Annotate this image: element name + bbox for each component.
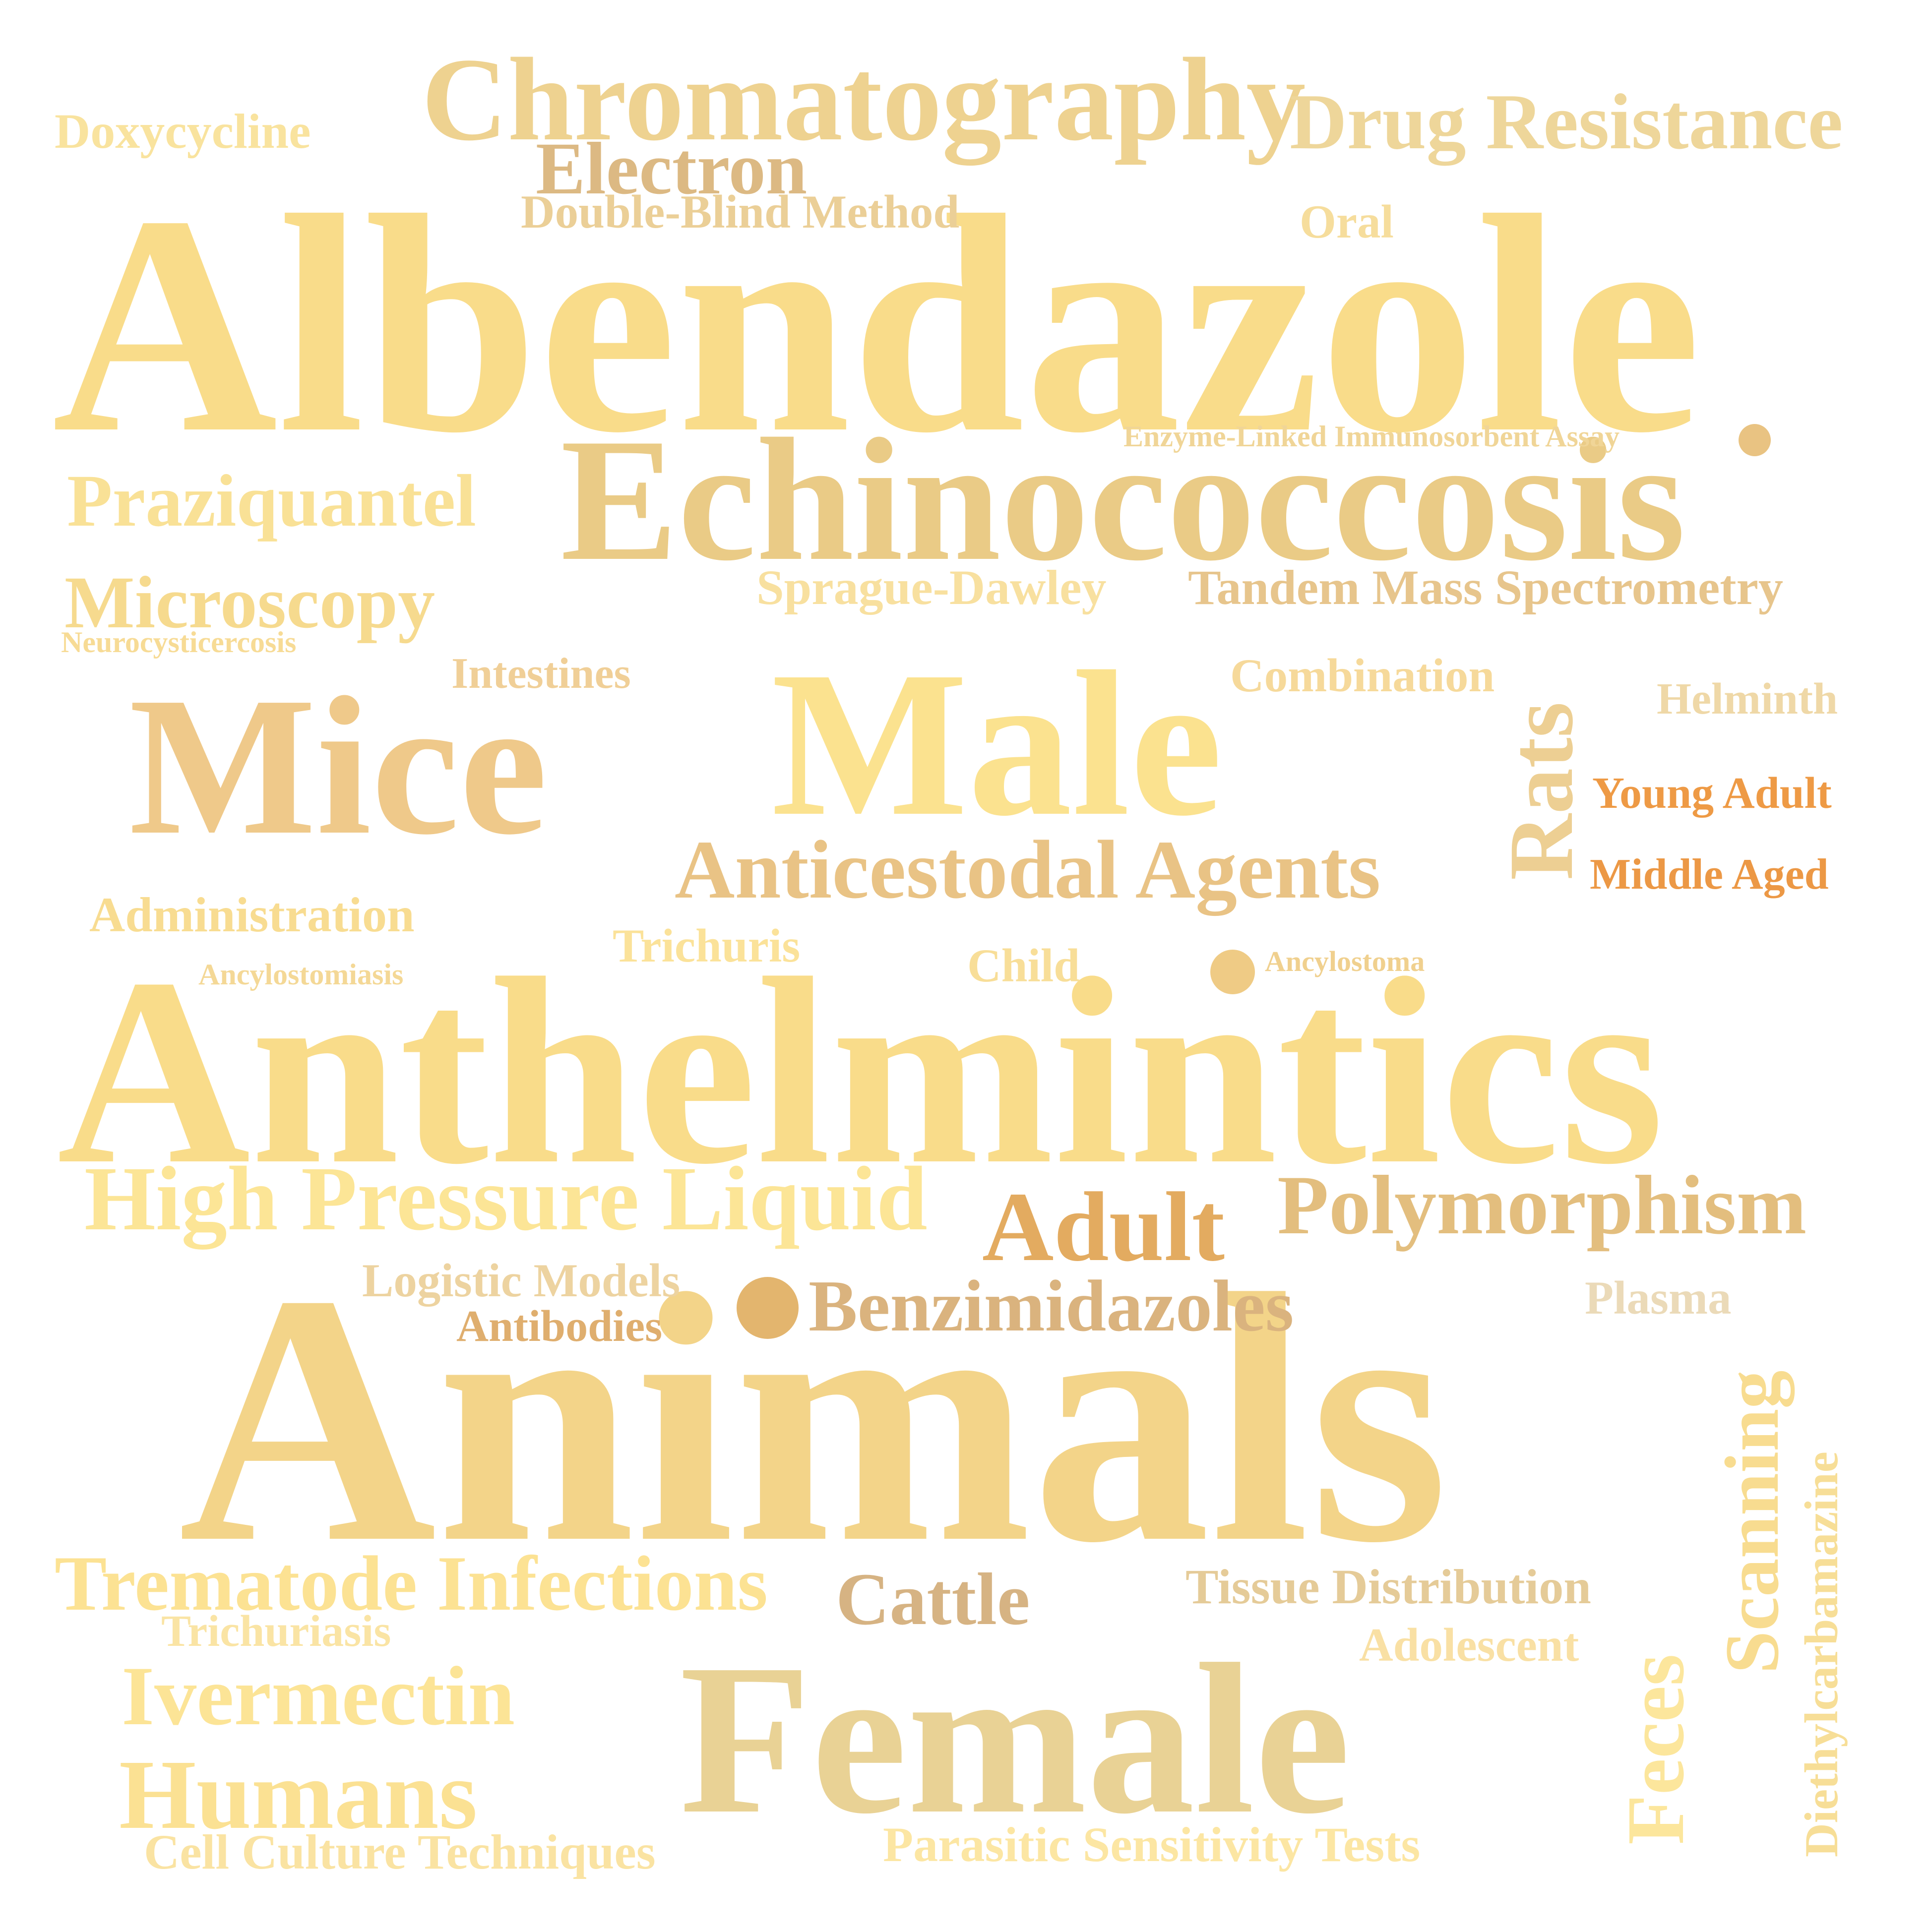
- word-helminth: Helminth: [1657, 674, 1838, 724]
- word-parasitic-sensitivity-tests: Parasitic Sensitivity Tests: [883, 1817, 1421, 1872]
- word-anticestodal-agents: Anticestodal Agents: [675, 824, 1381, 916]
- word-benzimidazoles: Benzimidazoles: [809, 1266, 1294, 1347]
- word-young-adult: Young Adult: [1592, 769, 1832, 818]
- word-anthelmintics: Anthelmintics: [57, 923, 1664, 1219]
- word-cattle: Cattle: [836, 1558, 1030, 1640]
- word-sprague-dawley: Sprague-Dawley: [756, 560, 1107, 615]
- word-albendazole: Albendazole: [52, 152, 1702, 497]
- word-middle-aged: Middle Aged: [1590, 850, 1829, 899]
- word-ivermectin: Ivermectin: [122, 1649, 515, 1743]
- word-echinococcosis: Echinococcosis: [561, 402, 1685, 597]
- word-humans: Humans: [119, 1740, 478, 1850]
- word-trichuris: Trichuris: [613, 919, 801, 972]
- word-praziquantel: Praziquantel: [67, 460, 476, 542]
- word-mice: Mice: [129, 656, 548, 876]
- word-combination: Combination: [1230, 649, 1495, 702]
- word-scanning: Scanning: [1709, 1370, 1795, 1674]
- word-antibodies: Antibodies: [456, 1302, 663, 1351]
- word-adolescent: Adolescent: [1359, 1619, 1579, 1671]
- word-intestines: Intestines: [451, 650, 631, 698]
- word-administration: Administration: [89, 887, 415, 942]
- word-neurocysticercosis: Neurocysticercosis: [61, 626, 297, 659]
- word-microscopy: Microscopy: [64, 561, 436, 644]
- word-electron: Electron: [536, 127, 808, 210]
- word-tissue-distribution: Tissue Distribution: [1185, 1559, 1591, 1614]
- dot-decoration: [1739, 424, 1771, 456]
- word-cell-culture-techniques: Cell Culture Techniques: [144, 1824, 656, 1879]
- word-drug-resistance: Drug Resistance: [1290, 77, 1843, 166]
- word-animals: Animals: [179, 1220, 1449, 1616]
- word-tandem-mass-spectrometry: Tandem Mass Spectrometry: [1188, 560, 1783, 615]
- dot-decoration: [1210, 950, 1255, 994]
- word-adult: Adult: [982, 1172, 1225, 1282]
- word-plasma: Plasma: [1585, 1271, 1732, 1324]
- word-chromatography: Chromatography: [422, 33, 1306, 165]
- word-trematode-infections: Trematode Infections: [55, 1540, 768, 1627]
- word-child: Child: [967, 939, 1080, 992]
- word-female: Female: [680, 1620, 1351, 1859]
- word-male: Male: [771, 628, 1223, 859]
- dot-decoration: [737, 1277, 799, 1339]
- word-trichuriasis: Trichuriasis: [161, 1607, 391, 1656]
- word-logistic-models: Logistic Models: [362, 1254, 681, 1307]
- word-rats: Rats: [1491, 702, 1592, 880]
- word-enzyme-linked-immunosorbent-assay: Enzyme-Linked Immunosorbent Assay: [1123, 420, 1620, 453]
- word-high-pressure-liquid: High Pressure Liquid: [84, 1148, 928, 1250]
- word-polymorphism: Polymorphism: [1277, 1158, 1807, 1252]
- word-ancylostoma: Ancylostoma: [1265, 945, 1425, 977]
- word-double-blind-method: Double-Blind Method: [521, 185, 960, 238]
- word-ancylostomiasis: Ancylostomiasis: [198, 958, 404, 991]
- word-oral: Oral: [1300, 195, 1394, 248]
- word-doxycycline: Doxycycline: [55, 104, 311, 159]
- word-diethylcarbamazine: Diethylcarbamazine: [1795, 1451, 1848, 1857]
- word-feces: Feces: [1610, 1654, 1701, 1845]
